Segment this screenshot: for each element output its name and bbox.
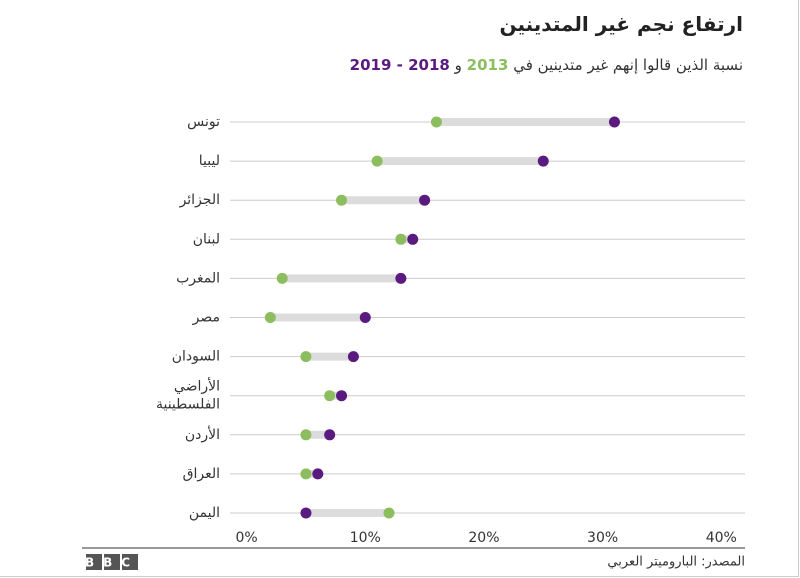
legend-entry: 2013 xyxy=(466,56,509,74)
dot xyxy=(264,312,276,323)
dot xyxy=(347,351,359,363)
x-tick-label: 20% xyxy=(468,530,499,546)
bbc-logo: BBC xyxy=(85,554,139,570)
dot xyxy=(336,194,348,206)
dot xyxy=(608,116,620,128)
chart-title: ارتفاع نجم غير المتدينين xyxy=(499,12,743,36)
category-label: الأراضي الفلسطينية xyxy=(156,377,220,413)
x-tick-label: 40% xyxy=(706,530,737,546)
source: المصدر: الباروميتر العربي xyxy=(607,555,745,570)
category-label: لبنان xyxy=(193,231,220,247)
dot xyxy=(395,272,407,284)
subtitle-joiner: و xyxy=(454,56,462,74)
category-label: الأردن xyxy=(185,425,220,443)
dot xyxy=(336,390,348,402)
x-tick-label: 30% xyxy=(587,530,618,546)
x-tick-label: 10% xyxy=(350,530,381,546)
dot xyxy=(324,390,336,402)
dot xyxy=(312,468,324,480)
dot xyxy=(300,468,312,480)
dot xyxy=(324,429,336,441)
category-label: مصر xyxy=(192,310,220,326)
dot xyxy=(395,233,407,245)
dot xyxy=(430,116,442,128)
dot xyxy=(276,272,288,284)
dot xyxy=(359,312,371,323)
category-label: السودان xyxy=(172,349,220,365)
legend-entry: 2018 - 2019 xyxy=(349,56,450,74)
dot xyxy=(371,155,383,167)
dot xyxy=(383,507,395,519)
x-tick-label: 0% xyxy=(236,530,258,546)
dot xyxy=(300,429,312,441)
dot xyxy=(407,233,419,245)
chart-subtitle: نسبة الذين قالوا إنهم غير متدينين في 201… xyxy=(350,56,743,74)
category-label: اليمن xyxy=(189,505,220,521)
dot xyxy=(537,155,549,167)
dot xyxy=(300,351,312,363)
subtitle-text: نسبة الذين قالوا إنهم غير متدينين في xyxy=(513,56,743,74)
category-label: المغرب xyxy=(176,270,220,286)
category-label: الجزائر xyxy=(179,192,220,208)
category-label: العراق xyxy=(183,466,220,482)
dot xyxy=(419,194,431,206)
dot xyxy=(300,507,312,519)
logo-text: BBC xyxy=(85,556,139,570)
category-label: ليبيا xyxy=(199,153,220,169)
category-label: تونس xyxy=(187,114,220,130)
